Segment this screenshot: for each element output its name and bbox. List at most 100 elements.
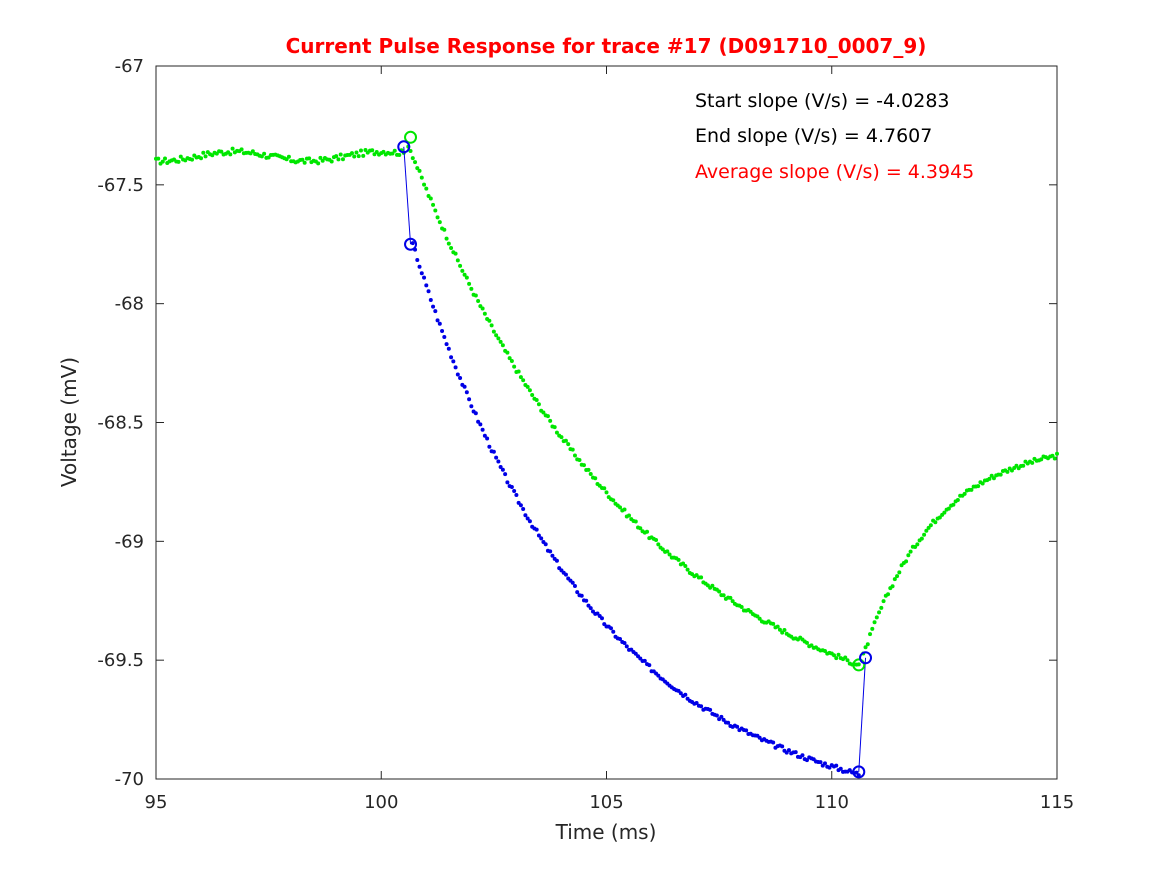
blue-trace-point	[714, 713, 719, 718]
y-tick-label: -69	[115, 531, 144, 552]
green-trace-point	[928, 523, 933, 528]
blue-trace-point	[719, 714, 724, 719]
marker-end-blue-top	[859, 651, 873, 665]
blue-trace-point	[521, 507, 526, 512]
green-trace-point	[494, 333, 499, 338]
marker-end-blue-bottom	[852, 765, 866, 779]
green-trace-point	[156, 156, 161, 161]
green-trace-point	[782, 628, 787, 633]
blue-trace-point	[455, 372, 460, 377]
marker-start-blue-top	[397, 140, 411, 154]
blue-trace-point	[498, 465, 503, 470]
blue-trace-point	[804, 758, 809, 763]
green-trace-point	[230, 146, 235, 151]
green-trace-point	[458, 263, 463, 268]
blue-trace-point	[514, 493, 519, 498]
green-trace-point	[507, 356, 512, 361]
green-trace-point	[530, 393, 535, 398]
green-trace-point	[449, 245, 454, 250]
green-trace-point	[250, 149, 255, 154]
green-trace-point	[329, 159, 334, 164]
blue-trace-point	[800, 753, 805, 758]
green-trace-point	[521, 378, 526, 383]
blue-trace-point	[503, 472, 508, 477]
blue-trace-point	[572, 584, 577, 589]
green-trace-point	[863, 645, 868, 650]
blue-trace-point	[476, 419, 481, 424]
blue-trace-point	[480, 427, 485, 432]
blue-trace-point	[451, 359, 456, 364]
blue-trace-point	[496, 459, 501, 464]
green-trace-point	[771, 621, 776, 626]
green-trace-point	[462, 272, 467, 277]
green-trace-point	[951, 502, 956, 507]
y-tick-label: -67.5	[97, 175, 144, 196]
green-trace-point	[588, 472, 593, 477]
green-trace-point	[937, 515, 942, 520]
green-trace-point	[338, 152, 343, 157]
green-trace-point	[1050, 453, 1055, 458]
blue-trace-point	[536, 533, 541, 538]
green-trace-point	[160, 159, 165, 164]
green-trace-point	[363, 147, 368, 152]
green-trace-point	[834, 656, 839, 661]
blue-trace-point	[505, 480, 510, 485]
green-trace-point	[924, 528, 929, 533]
blue-trace-point	[539, 536, 544, 541]
green-trace-point	[453, 251, 458, 256]
green-trace-point	[1052, 456, 1057, 461]
green-trace-point	[496, 336, 501, 341]
green-trace-point	[480, 306, 485, 311]
blue-trace-point	[854, 770, 859, 775]
blue-trace-point	[433, 309, 438, 314]
green-trace-point	[1039, 457, 1044, 462]
green-trace-point	[572, 453, 577, 458]
green-trace-point	[987, 476, 992, 481]
green-trace-point	[482, 311, 487, 316]
annotation-end-slope: End slope (V/s) = 4.7607	[695, 125, 932, 147]
blue-trace-point	[624, 644, 629, 649]
green-trace-point	[777, 627, 782, 632]
x-tick-label: 100	[364, 792, 398, 813]
green-trace-point	[413, 160, 418, 165]
blue-trace-point	[518, 503, 523, 508]
green-trace-point	[545, 414, 550, 419]
blue-trace-point	[584, 598, 589, 603]
green-trace-point	[897, 570, 902, 575]
blue-trace-point	[822, 761, 827, 766]
green-trace-point	[318, 155, 323, 160]
blue-trace-point	[856, 773, 861, 778]
green-trace-point	[431, 202, 436, 207]
blue-trace-point	[453, 365, 458, 370]
green-trace-point	[554, 430, 559, 435]
blue-trace-point	[424, 283, 429, 288]
green-trace-point	[566, 442, 571, 447]
blue-trace-point	[446, 346, 451, 351]
green-trace-point	[730, 599, 735, 604]
green-trace-point	[509, 359, 514, 363]
marker-start-green	[404, 130, 418, 144]
green-trace-point	[354, 150, 359, 155]
green-trace-point	[410, 156, 415, 161]
blue-trace-point	[458, 376, 463, 380]
y-tick-label: -69.5	[97, 650, 144, 671]
green-trace-point	[500, 343, 505, 348]
blue-trace-point	[410, 241, 415, 246]
chart-title: Current Pulse Response for trace #17 (D0…	[286, 34, 927, 58]
green-trace-point	[219, 149, 224, 154]
x-axis-label: Time (ms)	[555, 820, 657, 844]
green-trace-point	[604, 490, 609, 495]
green-trace-point	[433, 208, 438, 213]
blue-trace-point	[527, 519, 532, 524]
blue-trace-point	[609, 626, 613, 631]
blue-trace-point	[485, 436, 490, 441]
green-trace-point	[286, 154, 291, 159]
green-trace-point	[676, 557, 681, 562]
green-trace-point	[577, 457, 582, 462]
blue-trace-point	[550, 553, 555, 558]
green-trace-point	[534, 398, 539, 403]
blue-trace-point	[780, 744, 785, 749]
green-trace-point	[611, 498, 616, 503]
green-trace-point	[340, 157, 345, 162]
green-trace-point	[203, 154, 208, 159]
